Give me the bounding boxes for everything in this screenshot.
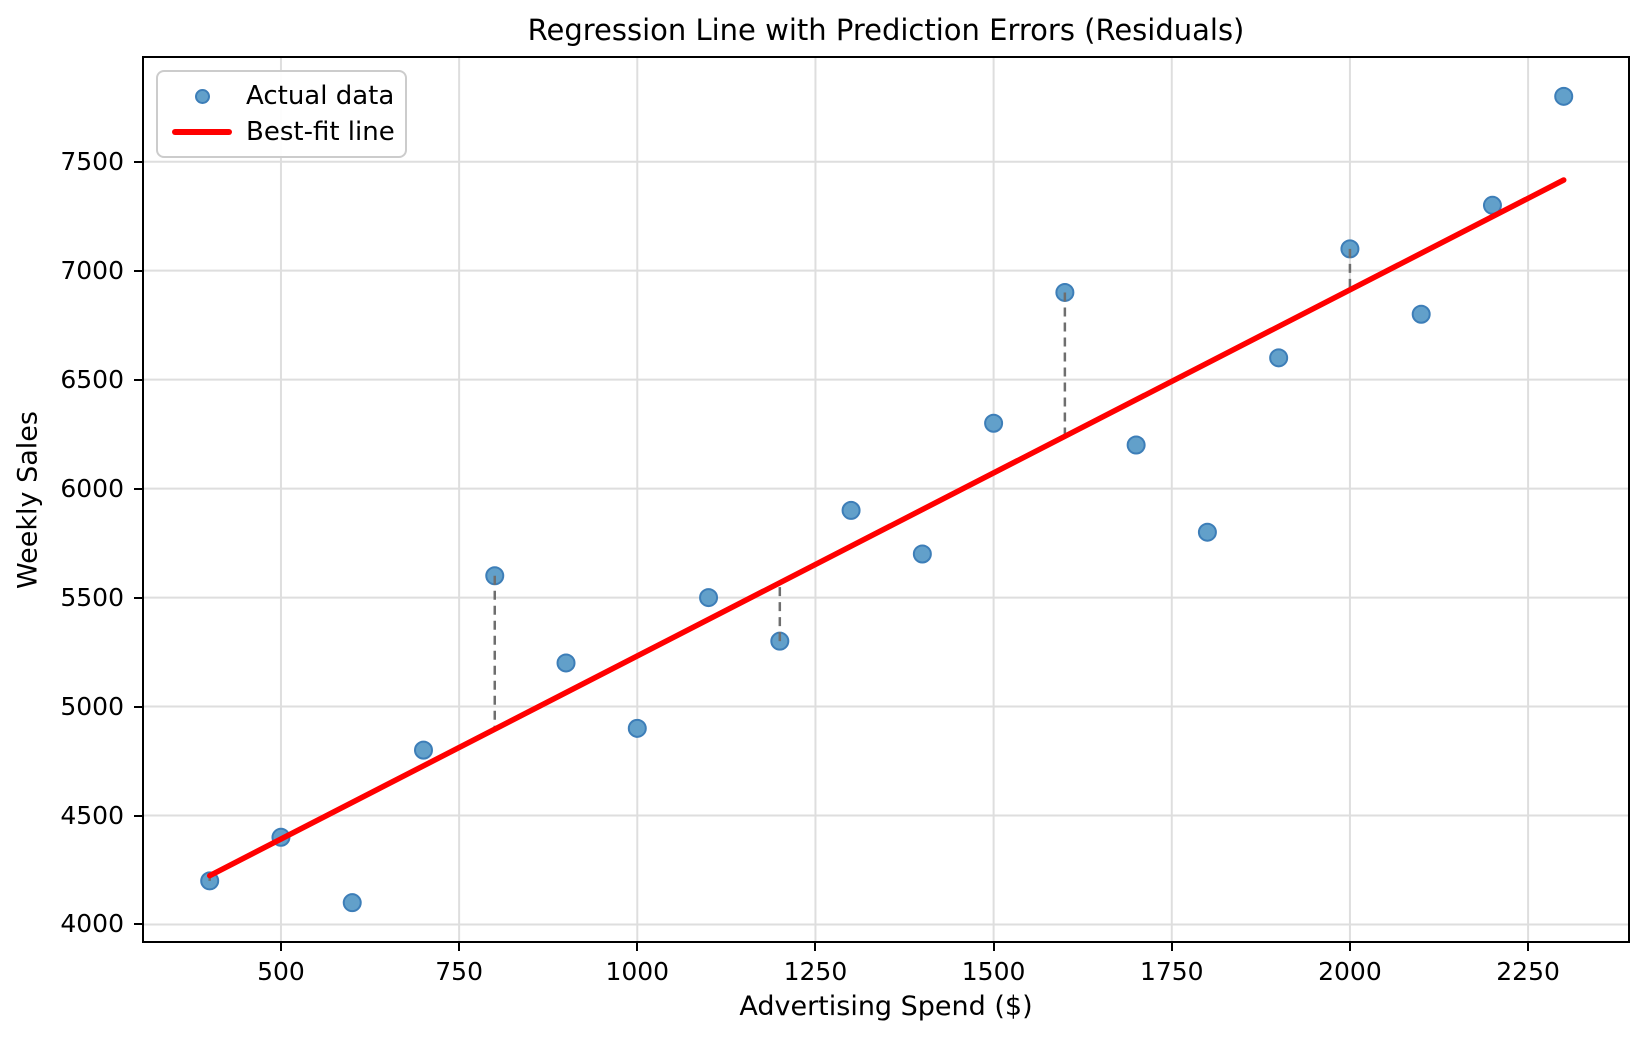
x-tick-mark <box>458 943 461 951</box>
plot-area <box>142 56 1630 943</box>
y-tick-mark <box>134 705 142 708</box>
y-tick-mark <box>134 923 142 926</box>
y-tick-label: 6000 <box>60 473 124 503</box>
x-tick-label: 1750 <box>1139 957 1204 986</box>
chart-title: Regression Line with Prediction Errors (… <box>527 13 1245 47</box>
legend-label-actual-data: Actual data <box>246 81 395 111</box>
x-tick-mark <box>636 943 639 951</box>
legend-label-best-fit-line: Best-fit line <box>246 117 395 147</box>
scatter-marker-icon <box>194 88 210 104</box>
data-point <box>699 588 719 608</box>
data-point <box>984 413 1004 433</box>
x-tick-label: 1500 <box>961 957 1026 986</box>
x-tick-label: 1000 <box>605 957 670 986</box>
data-point <box>413 740 433 760</box>
data-point <box>1126 435 1146 455</box>
y-tick-label: 6500 <box>60 364 124 394</box>
y-tick-mark <box>134 814 142 817</box>
y-tick-label: 7000 <box>60 255 124 285</box>
x-tick-label: 500 <box>257 957 305 986</box>
x-tick-label: 2000 <box>1318 957 1382 986</box>
data-point <box>1269 348 1289 368</box>
x-tick-mark <box>1170 943 1173 951</box>
x-tick-label: 750 <box>435 957 483 986</box>
x-tick-mark <box>992 943 995 951</box>
x-tick-label: 2250 <box>1496 957 1560 986</box>
legend-swatch-area <box>158 129 246 135</box>
x-tick-label: 1250 <box>783 957 848 986</box>
data-point <box>912 544 932 564</box>
y-tick-mark <box>134 269 142 272</box>
x-tick-mark <box>1527 943 1530 951</box>
y-tick-label: 4000 <box>60 909 124 939</box>
x-tick-mark <box>279 943 282 951</box>
line-swatch-icon <box>172 129 232 135</box>
y-tick-mark <box>134 378 142 381</box>
y-tick-label: 7500 <box>60 146 124 176</box>
data-point <box>627 718 647 738</box>
best-fit-line <box>206 177 1567 879</box>
y-tick-label: 5000 <box>60 691 124 721</box>
legend-item-actual-data: Actual data <box>158 78 405 114</box>
legend: Actual data Best-fit line <box>156 70 407 158</box>
data-point <box>1411 304 1431 324</box>
y-tick-label: 4500 <box>60 800 124 830</box>
data-point <box>1554 86 1574 106</box>
data-point <box>841 500 861 520</box>
data-point <box>556 653 576 673</box>
x-tick-mark <box>814 943 817 951</box>
y-tick-mark <box>134 596 142 599</box>
x-axis-label: Advertising Spend ($) <box>739 991 1033 1022</box>
x-tick-mark <box>1348 943 1351 951</box>
legend-item-best-fit-line: Best-fit line <box>158 114 405 150</box>
y-tick-mark <box>134 487 142 490</box>
legend-swatch-area <box>158 88 246 104</box>
y-tick-label: 5500 <box>60 582 124 612</box>
y-axis-label: Weekly Sales <box>12 411 44 589</box>
data-point <box>1197 522 1217 542</box>
plot-canvas <box>142 56 1630 943</box>
data-point <box>342 893 362 913</box>
axes-spines <box>142 56 1630 943</box>
y-tick-mark <box>134 160 142 163</box>
